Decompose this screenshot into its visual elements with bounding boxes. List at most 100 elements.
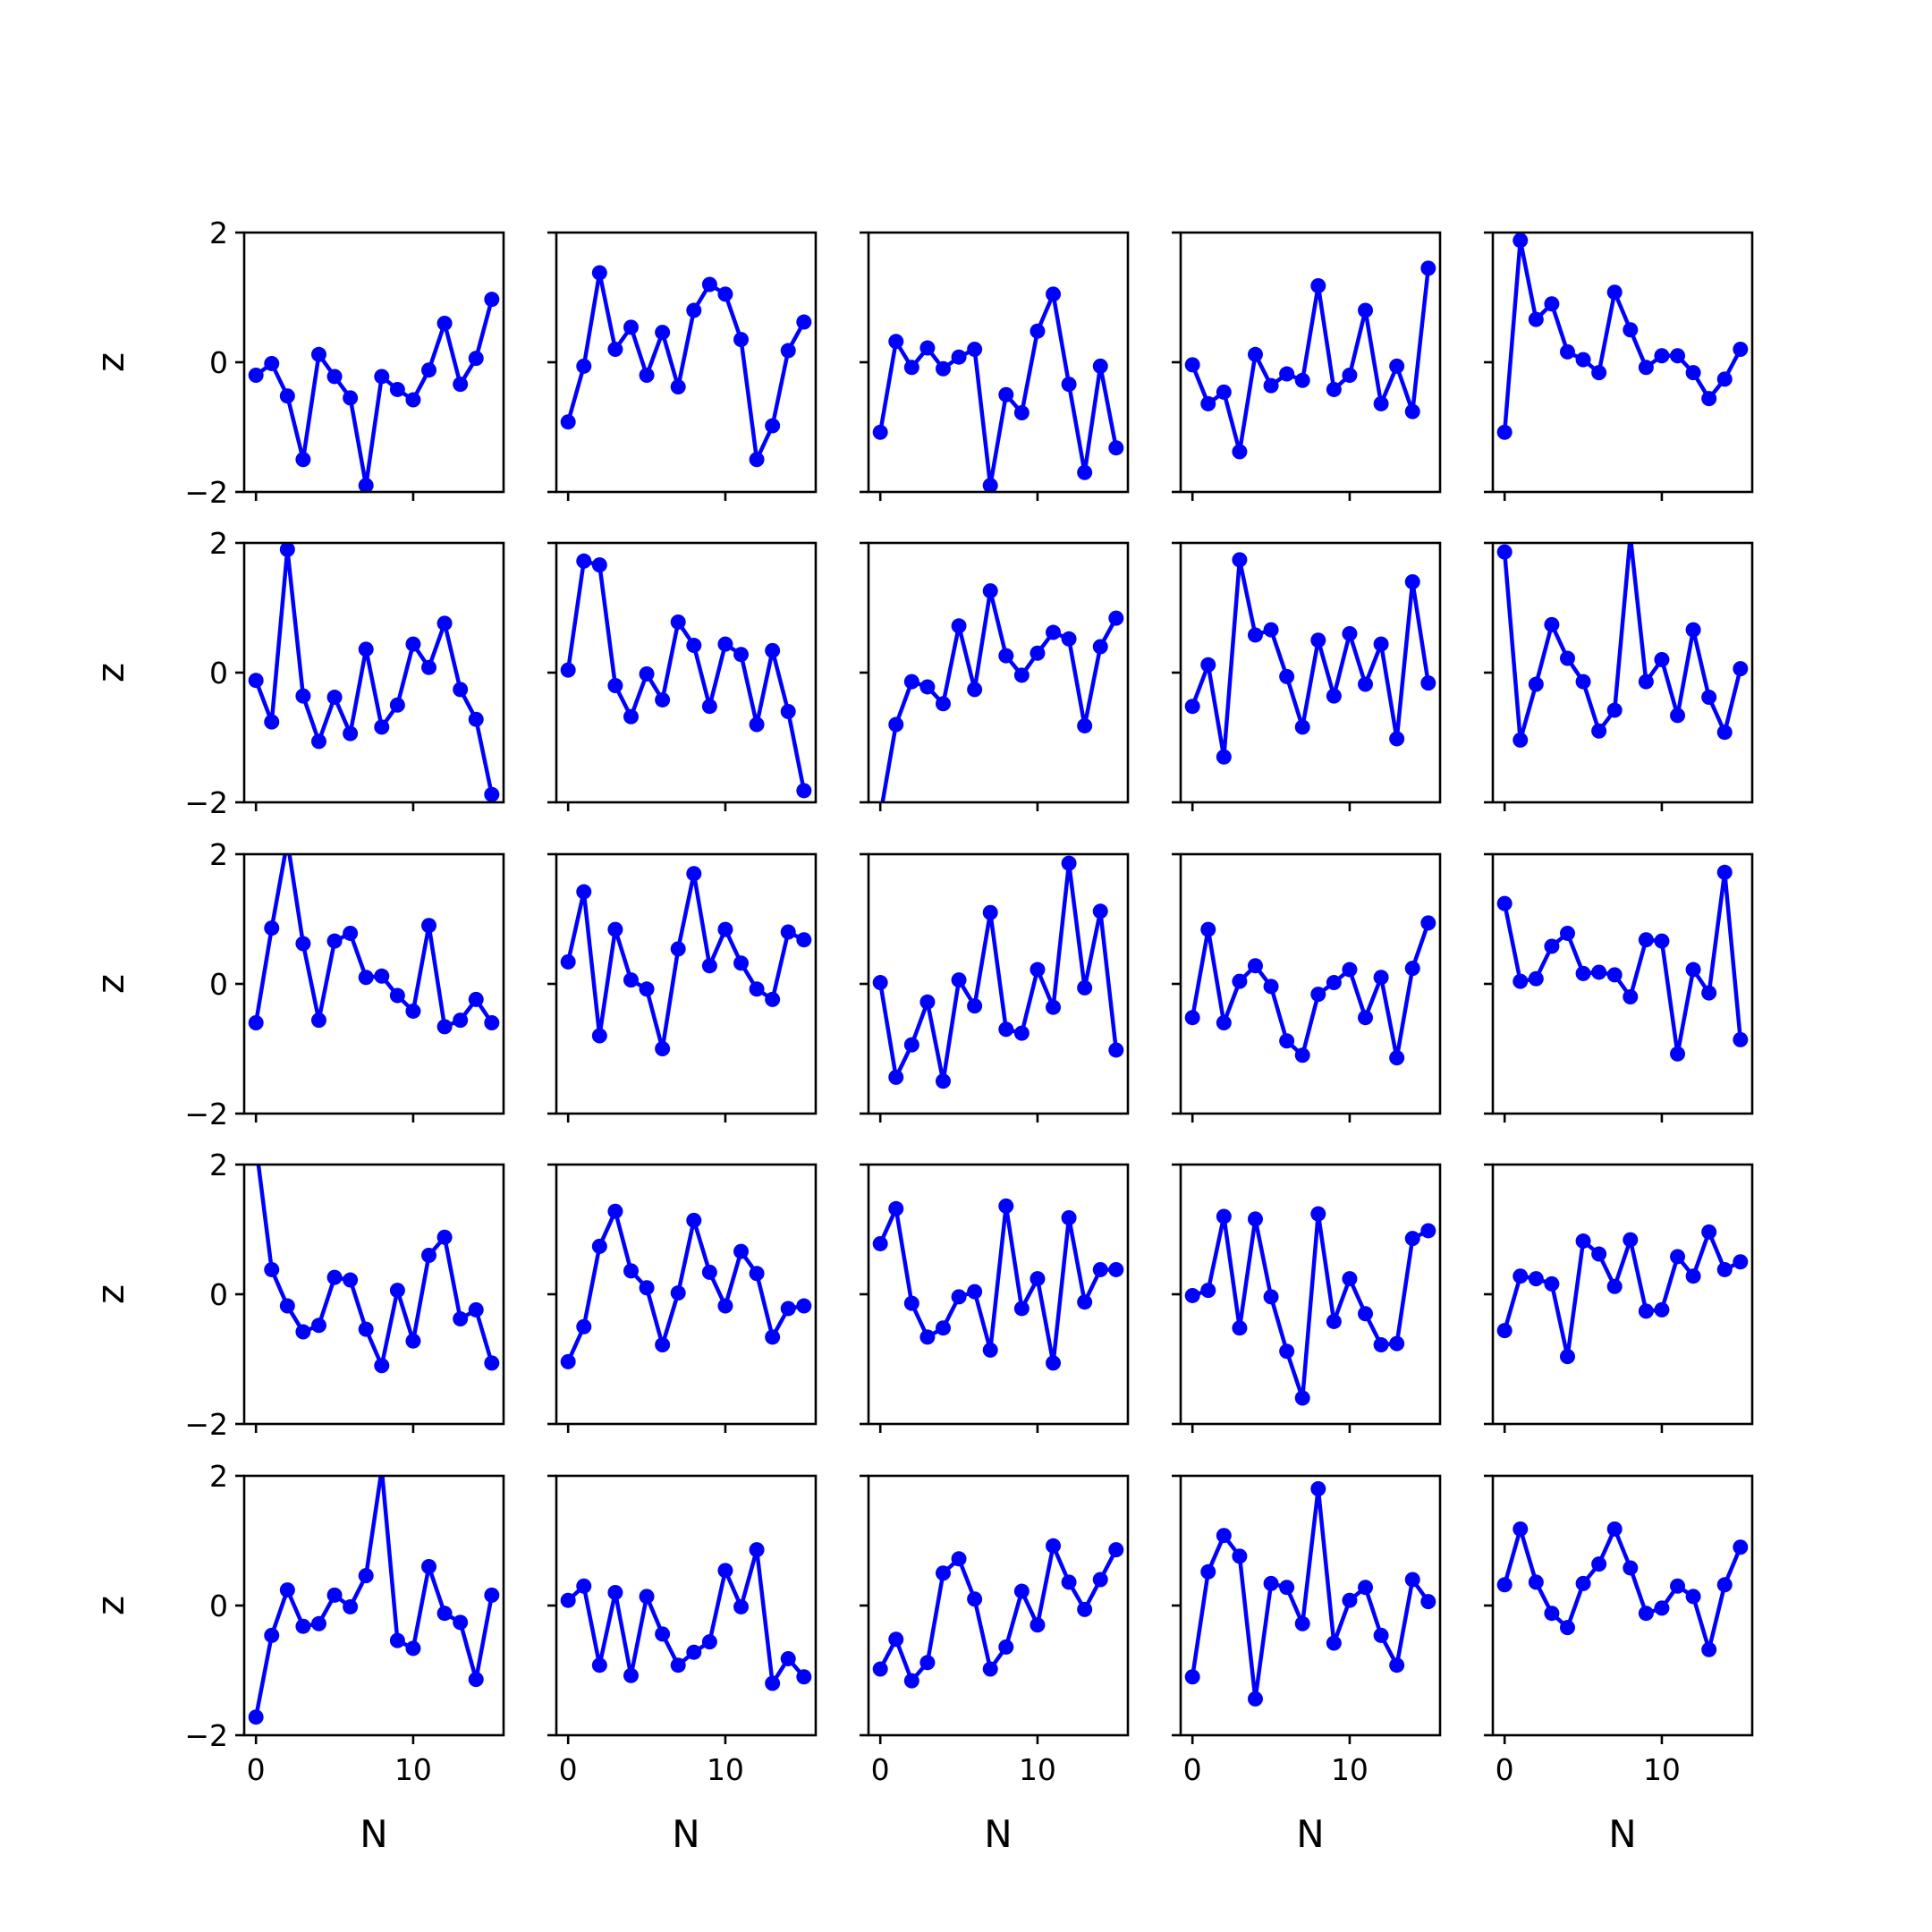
series-group [248, 543, 500, 802]
data-point [1342, 1592, 1358, 1608]
data-point [670, 379, 686, 395]
data-point [717, 1563, 733, 1579]
data-point [982, 583, 998, 599]
data-point [1716, 864, 1733, 880]
data-point [1606, 702, 1623, 718]
data-point [623, 1263, 639, 1279]
data-point [765, 1329, 781, 1345]
data-point [1061, 855, 1077, 871]
data-point [1077, 717, 1093, 733]
data-point [484, 1015, 500, 1030]
data-point [1358, 1306, 1374, 1322]
data-point [1358, 1010, 1374, 1026]
data-point [717, 286, 733, 302]
subplot-2-4 [1172, 541, 1442, 811]
series-group [1184, 1481, 1436, 1707]
data-point [468, 1301, 484, 1318]
data-point [560, 953, 576, 970]
data-point [749, 452, 765, 468]
y-tick-label: −2 [184, 1718, 228, 1753]
data-point [1496, 544, 1513, 560]
data-point [1404, 1231, 1420, 1247]
data-point [1310, 1481, 1326, 1496]
data-point [1513, 233, 1529, 249]
data-point [655, 691, 671, 708]
data-point [468, 1672, 484, 1688]
subplot-3-1: −2 0 2 z [89, 837, 505, 1131]
data-point [1606, 284, 1623, 301]
y-tick-label: 2 [209, 837, 228, 872]
series-group [248, 1476, 500, 1725]
data-point [1326, 688, 1342, 704]
data-point [576, 358, 592, 374]
data-point [607, 921, 623, 937]
subplot-5-4: 0 10N [1172, 1474, 1442, 1856]
data-point [1591, 1556, 1607, 1572]
data-point [1030, 323, 1046, 339]
data-point [982, 1661, 998, 1677]
data-point [872, 424, 888, 440]
subplot-1-3 [860, 231, 1130, 501]
data-point [1013, 1583, 1030, 1599]
data-point [576, 884, 592, 900]
x-tick-label: 10 [1331, 1752, 1368, 1787]
data-point [248, 1709, 264, 1725]
data-point [421, 918, 437, 934]
data-point [1077, 979, 1093, 996]
data-point [1528, 1271, 1544, 1287]
data-point [310, 1615, 326, 1631]
data-point [248, 368, 264, 383]
x-tick-label: 10 [707, 1752, 744, 1787]
data-point [1528, 311, 1544, 327]
series-group [560, 866, 812, 1056]
data-point [607, 1585, 623, 1600]
data-point [1404, 1572, 1420, 1588]
data-point [1559, 343, 1575, 360]
data-point [796, 1298, 812, 1314]
data-point [733, 332, 750, 348]
data-point [1263, 1289, 1279, 1305]
x-tick-label: 0 [247, 1752, 266, 1787]
series-line [566, 1208, 805, 1363]
data-point [1544, 1275, 1560, 1292]
data-point [405, 1003, 421, 1019]
data-point [935, 696, 951, 712]
data-point [1685, 962, 1701, 978]
data-point [1496, 895, 1513, 911]
data-point [1108, 1042, 1124, 1058]
data-point [1389, 1657, 1405, 1674]
data-point [1092, 639, 1108, 655]
data-point [1373, 395, 1389, 411]
data-point [1232, 1320, 1248, 1336]
data-point [1200, 1283, 1216, 1299]
data-point [1358, 1580, 1374, 1596]
data-point [1294, 1047, 1310, 1063]
data-point [310, 733, 326, 750]
data-point [1733, 661, 1749, 677]
data-point [935, 1073, 951, 1089]
data-point [1654, 652, 1670, 667]
data-point [1216, 1015, 1232, 1030]
data-point [576, 553, 592, 569]
data-point [765, 1675, 781, 1691]
data-point [1232, 973, 1248, 989]
data-point [560, 662, 576, 678]
data-point [1342, 626, 1358, 641]
subplot-5-3: 0 10N [860, 1474, 1130, 1856]
y-tick-label: 0 [209, 1277, 228, 1312]
y-tick-label: 0 [209, 1589, 228, 1623]
data-point [1670, 1046, 1686, 1062]
data-point [1654, 1301, 1670, 1318]
data-point [249, 1138, 264, 1153]
data-point [358, 970, 374, 986]
x-axis-label: N [1296, 1812, 1324, 1856]
x-axis-label: N [672, 1812, 699, 1856]
data-point [733, 1598, 750, 1614]
data-point [903, 360, 919, 376]
data-point [1310, 1206, 1326, 1222]
series-group [1496, 864, 1749, 1062]
subplot-3-2 [547, 852, 818, 1123]
data-point [295, 1618, 311, 1634]
data-point [1247, 1211, 1263, 1227]
data-point [733, 1243, 750, 1259]
